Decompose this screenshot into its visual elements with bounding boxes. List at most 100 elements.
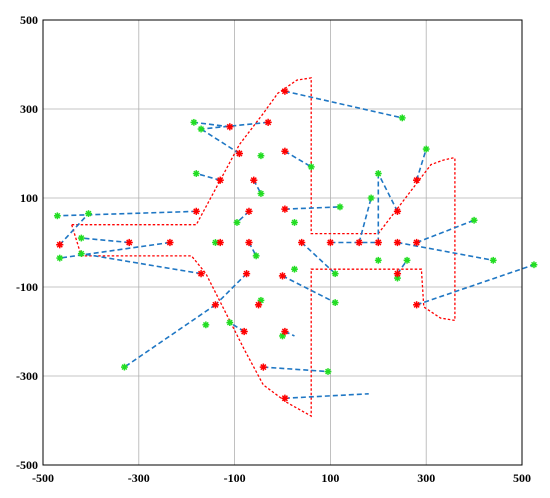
target-points — [56, 87, 421, 402]
target-point — [56, 241, 64, 249]
correspondence-link — [59, 241, 171, 259]
x-tick-label: -300 — [128, 471, 150, 485]
y-tick-label: 500 — [20, 13, 38, 27]
source-point — [489, 256, 497, 264]
source-point — [77, 250, 85, 258]
target-point — [245, 238, 253, 247]
target-point — [281, 327, 289, 336]
source-point — [192, 170, 200, 177]
correspondence-link — [263, 366, 329, 373]
y-tick-label: 100 — [20, 191, 38, 205]
correspondence-link — [284, 90, 403, 119]
target-point — [250, 176, 258, 184]
y-tick-label: -300 — [16, 369, 38, 383]
correspondence-link — [59, 213, 90, 246]
target-point — [413, 176, 421, 184]
correspondence-link — [416, 219, 475, 244]
source-point — [398, 114, 406, 122]
correspondence-link — [57, 210, 197, 217]
target-point — [393, 207, 402, 215]
target-point — [166, 238, 174, 247]
source-point — [85, 210, 92, 217]
source-points — [53, 114, 538, 375]
source-point — [470, 216, 478, 224]
correspondence-link — [416, 263, 535, 306]
target-point — [298, 238, 306, 247]
shape-outline — [71, 77, 456, 418]
source-point — [324, 368, 332, 375]
source-point — [331, 270, 339, 278]
correspondence-link — [193, 121, 230, 128]
target-point — [413, 238, 421, 247]
source-point — [252, 252, 260, 260]
y-tick-labels: -500 -300 -100 100 300 500 — [16, 13, 38, 472]
correspondence-link — [196, 172, 221, 181]
source-point — [394, 274, 401, 282]
source-point — [530, 261, 538, 269]
plot-frame — [42, 19, 523, 466]
target-point — [259, 363, 267, 371]
source-point — [291, 219, 298, 226]
correspondence-link — [200, 121, 269, 130]
target-point — [211, 301, 220, 309]
correspondence-link — [415, 148, 427, 181]
source-point — [403, 256, 411, 264]
target-point — [281, 205, 289, 213]
source-point — [197, 125, 205, 133]
source-point — [307, 163, 315, 171]
target-point — [216, 238, 224, 247]
x-tick-labels: -500 -300 -100 100 300 500 — [32, 471, 531, 485]
target-point — [278, 272, 287, 280]
x-tick-label: -500 — [32, 471, 54, 485]
source-point — [257, 190, 265, 197]
source-point — [257, 152, 265, 160]
correspondence-link — [282, 275, 336, 304]
target-point — [254, 301, 263, 309]
source-point — [212, 239, 219, 246]
target-point — [413, 301, 421, 309]
target-point — [235, 149, 243, 158]
correspondence-link — [284, 206, 341, 210]
correspondence-link — [214, 273, 248, 306]
target-point — [197, 270, 205, 278]
target-point — [374, 238, 382, 247]
source-point — [331, 299, 339, 306]
y-tick-label: 300 — [20, 102, 38, 116]
source-point — [291, 265, 298, 273]
target-point — [216, 176, 224, 184]
source-point — [56, 254, 64, 262]
source-point — [226, 319, 234, 326]
target-point — [281, 87, 289, 95]
source-point — [367, 194, 375, 202]
source-point — [121, 363, 128, 371]
source-point — [422, 145, 430, 153]
source-point — [374, 170, 382, 177]
axes-box — [42, 19, 523, 466]
target-point — [326, 238, 334, 247]
source-point — [190, 118, 198, 126]
target-point — [125, 238, 133, 247]
source-point — [202, 321, 210, 329]
source-point — [233, 219, 241, 226]
outline-layer — [71, 77, 456, 418]
correspondence-link — [358, 197, 372, 243]
correspondence-link — [284, 393, 369, 400]
x-tick-label: 300 — [417, 471, 435, 485]
target-point — [393, 270, 402, 278]
target-point — [240, 327, 248, 336]
source-point — [257, 296, 265, 304]
source-point — [374, 256, 382, 264]
x-tick-label: 100 — [321, 471, 339, 485]
source-point — [53, 212, 61, 220]
y-tick-label: -500 — [16, 458, 38, 472]
correspondence-link — [377, 173, 399, 212]
target-point — [192, 207, 200, 215]
source-point — [336, 203, 344, 211]
target-point — [264, 118, 272, 126]
correspondence-link — [123, 304, 216, 368]
x-tick-label: 500 — [513, 471, 531, 485]
target-point — [281, 147, 289, 155]
target-point — [355, 238, 363, 247]
target-point — [242, 270, 251, 278]
